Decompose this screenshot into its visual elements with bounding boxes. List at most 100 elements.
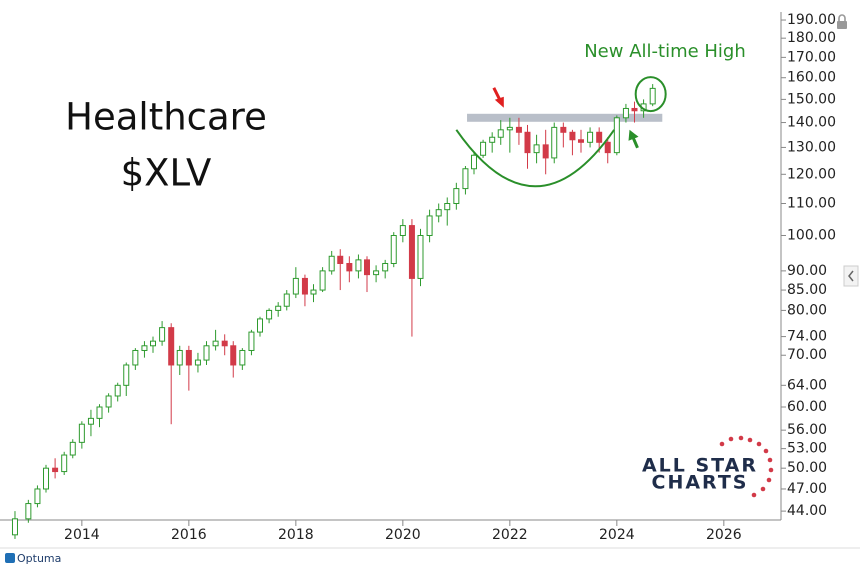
candle-body (168, 327, 175, 366)
candle-body (176, 349, 183, 366)
chart-title: Healthcare (65, 96, 267, 139)
candle-body (435, 209, 442, 217)
ticks: 44.00 47.00 50.00 53.00 56.00 60.00 64.00 70.00… (64, 12, 836, 543)
annotations (455, 76, 667, 188)
candle-body (569, 131, 576, 141)
candle-body (489, 136, 496, 143)
y-tick-label: 140.00 (787, 115, 836, 131)
candle-body (132, 349, 139, 366)
watermark-stars (719, 435, 774, 498)
source-logo (5, 553, 15, 563)
candle-body (355, 259, 362, 272)
y-tick-label: 47.00 (787, 481, 827, 497)
annotation: New All-time High (584, 41, 746, 62)
candle-body (577, 139, 584, 143)
candle-body (604, 141, 611, 154)
candle-body (560, 126, 567, 133)
candle-body (515, 126, 522, 133)
candle-body (150, 340, 157, 347)
y-tick-label: 90.00 (787, 263, 827, 279)
candle-body (257, 318, 263, 333)
candle-body (649, 87, 656, 105)
y-tick-label: 60.00 (787, 399, 827, 415)
candle-body (426, 215, 433, 237)
red-arrow-head (494, 96, 504, 108)
resistance-band (467, 113, 663, 122)
x-tick-label: 2024 (599, 527, 635, 543)
candle-body (212, 340, 219, 347)
candle-body (310, 289, 317, 295)
candle-body (399, 225, 406, 237)
y-tick-label: 180.00 (787, 30, 836, 46)
candle-body (587, 131, 594, 143)
candle-body (346, 262, 353, 272)
y-tick-label: 120.00 (787, 166, 836, 182)
candle-body (337, 255, 344, 264)
candle-body (470, 154, 477, 170)
y-tick-label: 80.00 (787, 302, 827, 318)
candle-body (123, 364, 130, 386)
candle-body (141, 345, 148, 351)
candle-body (52, 467, 59, 473)
candle-body (480, 141, 487, 156)
candle-body (497, 129, 504, 138)
y-tick-label: 100.00 (787, 228, 836, 244)
candle-body (551, 126, 558, 159)
candle-body (622, 107, 629, 119)
collapse-button[interactable] (843, 265, 859, 287)
x-tick-label: 2018 (278, 527, 314, 543)
candle-body (319, 270, 326, 291)
x-tick-label: 2014 (64, 527, 100, 543)
candle-body (114, 384, 121, 397)
candle-body (283, 293, 290, 307)
candle-body (266, 309, 273, 320)
y-tick-label: 74.00 (787, 329, 827, 345)
highlight-circle (634, 76, 667, 113)
candle-body (61, 454, 68, 473)
y-tick-label: 56.00 (787, 422, 827, 438)
candle-body (78, 423, 85, 443)
y-tick-label: 130.00 (787, 139, 836, 155)
cup-arc (455, 129, 615, 188)
y-tick-label: 110.00 (787, 196, 836, 212)
x-tick-label: 2026 (706, 527, 742, 543)
y-tick-label: 150.00 (787, 91, 836, 107)
candle-body (462, 168, 469, 190)
candle-body (363, 259, 370, 276)
y-tick-label: 64.00 (787, 377, 827, 393)
candle-body (221, 340, 228, 347)
candle-body (524, 131, 531, 154)
candle-body (444, 203, 451, 211)
candle-body (239, 349, 246, 366)
candle-body (275, 305, 282, 311)
candle-body (34, 488, 41, 505)
x-tick-label: 2022 (492, 527, 528, 543)
candle-body (390, 235, 397, 264)
candle-body (631, 107, 638, 112)
candle-body (230, 345, 237, 366)
candle-body (96, 406, 103, 419)
y-tick-label: 70.00 (787, 347, 827, 363)
x-tick-label: 2016 (171, 527, 207, 543)
candle-body (613, 117, 620, 154)
candle-body (105, 395, 112, 408)
candle-body (25, 503, 32, 520)
y-tick-label: 170.00 (787, 49, 836, 65)
candle-body (292, 277, 299, 295)
candle-body (185, 349, 192, 366)
candle-body (43, 467, 50, 490)
candle-body (453, 188, 460, 205)
candle-body (596, 131, 603, 143)
candle-body (542, 144, 549, 159)
green-arrow-head (628, 129, 639, 141)
watermark: ALL STAR (642, 455, 758, 477)
watermark: CHARTS (652, 472, 749, 494)
candle-body (328, 255, 335, 272)
y-tick-label: 160.00 (787, 70, 836, 86)
candle-body (373, 270, 380, 276)
candle-body (301, 277, 308, 295)
lock-icon[interactable] (837, 14, 847, 29)
y-tick-label: 190.00 (787, 12, 836, 28)
